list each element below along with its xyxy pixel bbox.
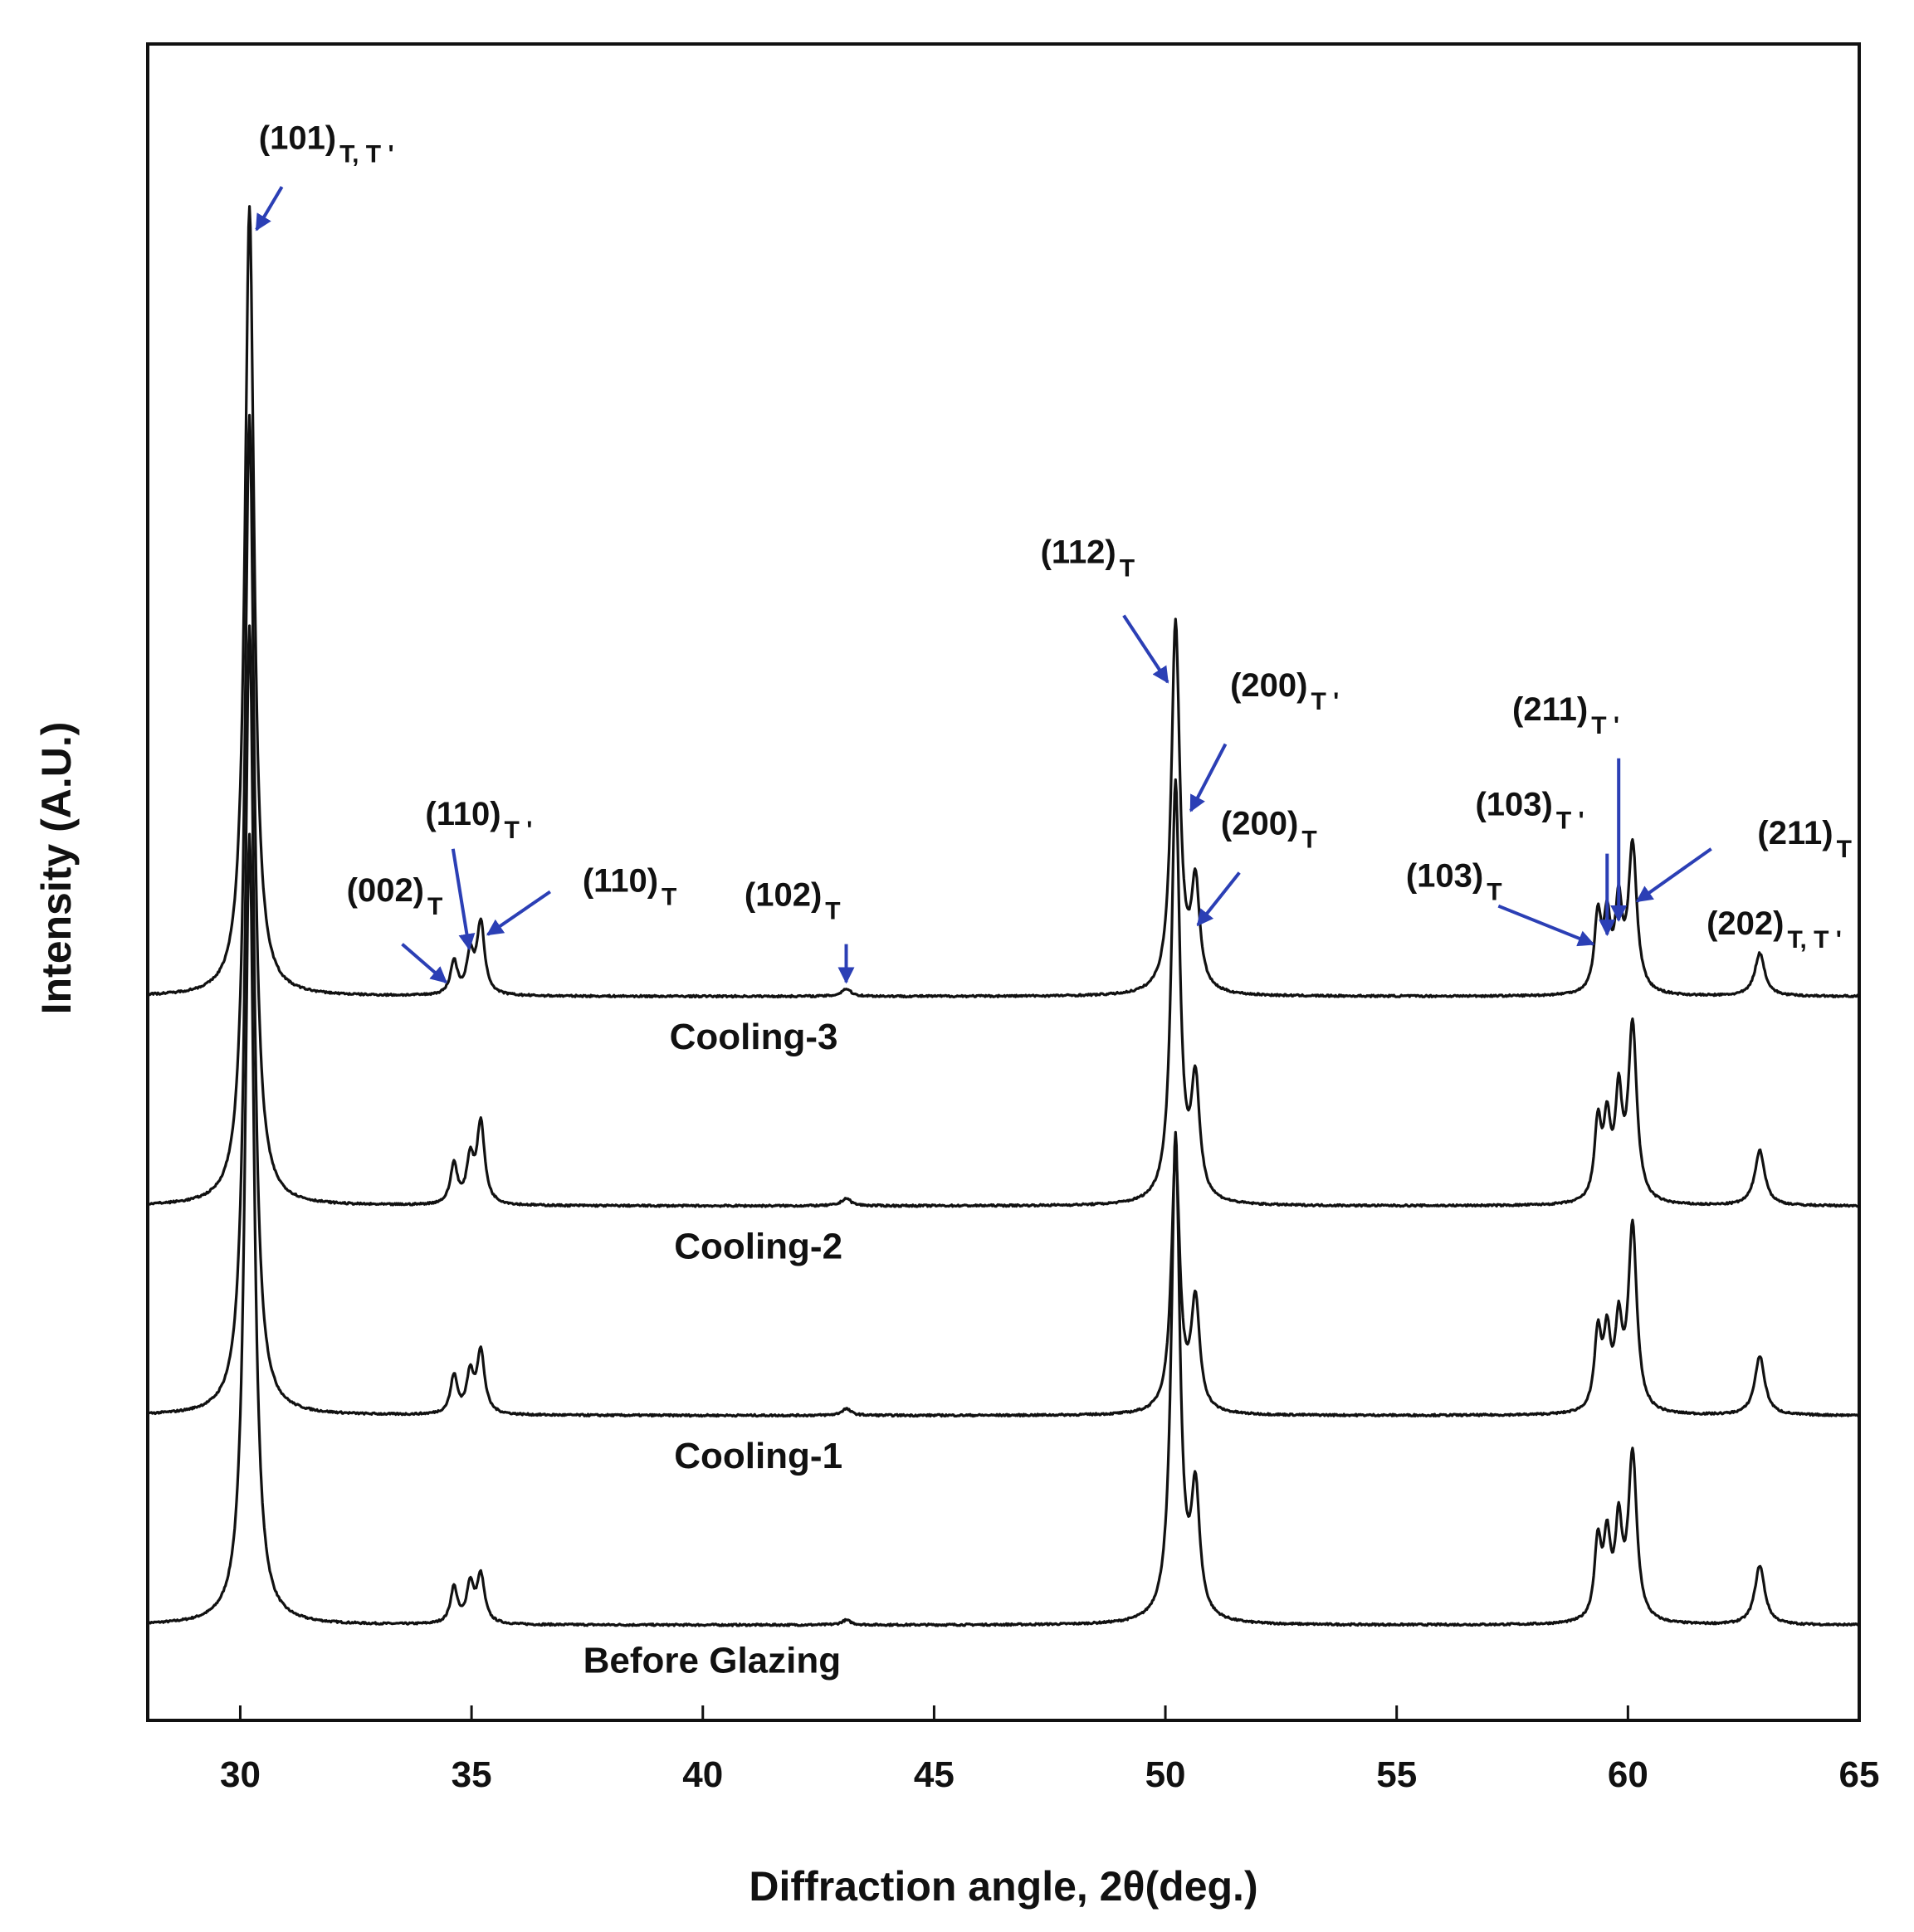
peak-arrow-2: [451, 848, 476, 951]
series-layer: [146, 205, 1861, 1627]
series-label-before-glazing: Before Glazing: [583, 1641, 842, 1681]
x-tick-label-65: 65: [1839, 1754, 1880, 1795]
peak-label-1: (002) T: [347, 872, 443, 920]
peak-arrow-5: [1122, 614, 1169, 684]
peak-label-2: (110) T ': [425, 796, 532, 844]
peak-arrow-11: [1497, 904, 1595, 947]
peak-label-10: (211) T: [1757, 815, 1852, 863]
x-axis-ticks: 30 35 40 45 50 55 60 65: [220, 1705, 1879, 1795]
peak-label-4: (102) T: [745, 877, 841, 925]
series-label-cooling-2: Cooling-2: [674, 1226, 842, 1266]
peak-label-0: (101) T, T ': [259, 120, 394, 168]
peak-label-8: (103) T ': [1475, 787, 1584, 835]
series-labels: Before Glazing Cooling-1 Cooling-2 Cooling-…: [583, 1017, 842, 1681]
x-tick-label-60: 60: [1608, 1754, 1648, 1795]
x-tick-label-35: 35: [452, 1754, 492, 1795]
peak-label-7: (200) T: [1221, 806, 1317, 854]
x-tick-label-30: 30: [220, 1754, 261, 1795]
peak-label-5: (112) T: [1041, 534, 1135, 583]
peak-arrow-6: [1189, 743, 1228, 812]
x-tick-label-40: 40: [682, 1754, 723, 1795]
x-tick-label-55: 55: [1376, 1754, 1417, 1795]
annotation-arrows: [255, 186, 1712, 984]
peak-arrow-0: [255, 186, 284, 232]
peak-arrow-10: [1635, 847, 1712, 903]
peak-labels: (101) T, T ' (002) T (110) T ' (110) T (102) T (11…: [259, 120, 1852, 954]
peak-arrow-7: [1196, 871, 1241, 927]
peak-label-12: (202) T, T ': [1706, 905, 1842, 954]
peak-arrow-1: [401, 943, 447, 984]
peak-label-11: (103) T: [1406, 858, 1502, 906]
series-line-cooling-1: [147, 624, 1860, 1418]
series-line-cooling-3: [146, 205, 1860, 999]
x-axis-title: Diffraction angle, 2θ(deg.): [749, 1863, 1257, 1910]
y-axis-title: Intensity (A.U.): [33, 722, 80, 1015]
peak-label-6: (200) T ': [1230, 667, 1339, 715]
peak-arrow-3: [486, 890, 551, 936]
series-line-before-glazing: [146, 832, 1861, 1627]
series-label-cooling-3: Cooling-3: [670, 1017, 838, 1057]
series-label-cooling-1: Cooling-1: [674, 1436, 842, 1476]
series-line-cooling-2: [146, 413, 1860, 1208]
x-tick-label-45: 45: [914, 1754, 955, 1795]
peak-label-3: (110) T: [583, 862, 677, 910]
peak-label-9: (211) T ': [1512, 691, 1619, 739]
plot-frame: [146, 42, 1861, 1722]
x-tick-label-50: 50: [1145, 1754, 1186, 1795]
